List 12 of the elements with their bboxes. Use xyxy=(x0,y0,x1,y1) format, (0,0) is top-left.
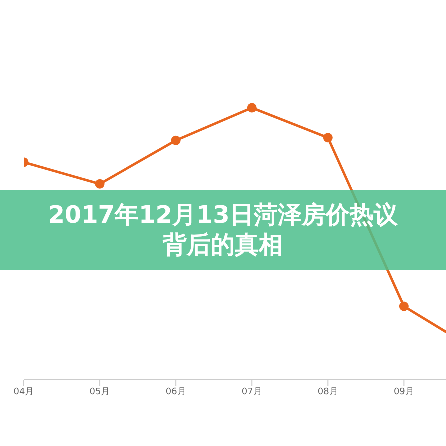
point xyxy=(247,103,257,113)
x-tick-label: 06月 xyxy=(166,387,186,398)
x-tick-label: 09月 xyxy=(394,387,414,398)
x-tick-label: 05月 xyxy=(90,387,110,398)
x-tick-label: 07月 xyxy=(242,387,262,398)
x-tick-label: 04月 xyxy=(14,387,34,398)
point xyxy=(323,133,333,143)
point xyxy=(95,179,105,189)
point xyxy=(171,136,181,146)
text: 2017年12月13日菏泽房价热议背后的真相 xyxy=(47,200,399,260)
point xyxy=(399,302,409,312)
x-tick-label: 08月 xyxy=(318,387,338,398)
